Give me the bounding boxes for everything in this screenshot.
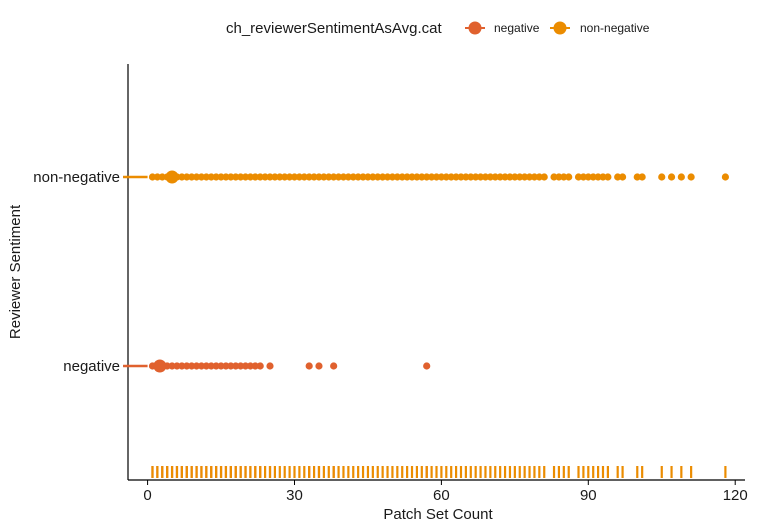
- point-non-negative: [565, 173, 573, 181]
- point-non-negative: [677, 173, 685, 181]
- point-non-negative: [687, 173, 695, 181]
- point-negative: [256, 362, 264, 370]
- x-axis-title: Patch Set Count: [383, 506, 493, 523]
- y-tick-label-non-negative: non-negative: [33, 169, 120, 186]
- legend-entry-non-negative: non-negative: [550, 21, 650, 35]
- point-negative: [330, 362, 338, 370]
- legend-entry-negative: negative: [465, 21, 540, 35]
- legend-label-non-negative: non-negative: [580, 21, 650, 35]
- mean-point-negative: [153, 359, 167, 373]
- point-negative: [423, 362, 431, 370]
- legend-label-negative: negative: [494, 21, 540, 35]
- point-non-negative: [618, 173, 627, 181]
- legend-title: ch_reviewerSentimentAsAvg.cat: [226, 20, 442, 37]
- legend: ch_reviewerSentimentAsAvg.cat negative n…: [226, 20, 650, 37]
- point-negative: [305, 362, 313, 370]
- point-negative: [266, 362, 274, 370]
- x-tick-label-120: 120: [723, 487, 748, 504]
- x-tick-label-60: 60: [433, 487, 450, 504]
- x-ticks: 0 30 60 90 120: [143, 480, 748, 504]
- point-non-negative: [667, 173, 676, 181]
- y-axis-title: Reviewer Sentiment: [7, 204, 24, 339]
- points: [123, 170, 730, 373]
- legend-key-non-negative: [553, 21, 567, 35]
- mean-point-non-negative: [165, 170, 179, 184]
- x-tick-label-0: 0: [143, 487, 151, 504]
- y-tick-label-negative: negative: [63, 358, 120, 375]
- point-non-negative: [604, 173, 612, 181]
- point-non-negative: [540, 173, 548, 181]
- y-ticks: negative non-negative: [33, 169, 128, 375]
- point-negative: [315, 362, 323, 370]
- rug: [151, 466, 727, 478]
- legend-key-negative: [468, 21, 482, 35]
- x-tick-label-30: 30: [286, 487, 303, 504]
- point-non-negative: [721, 173, 730, 181]
- x-tick-label-90: 90: [580, 487, 597, 504]
- point-non-negative: [638, 173, 646, 181]
- point-non-negative: [658, 173, 666, 181]
